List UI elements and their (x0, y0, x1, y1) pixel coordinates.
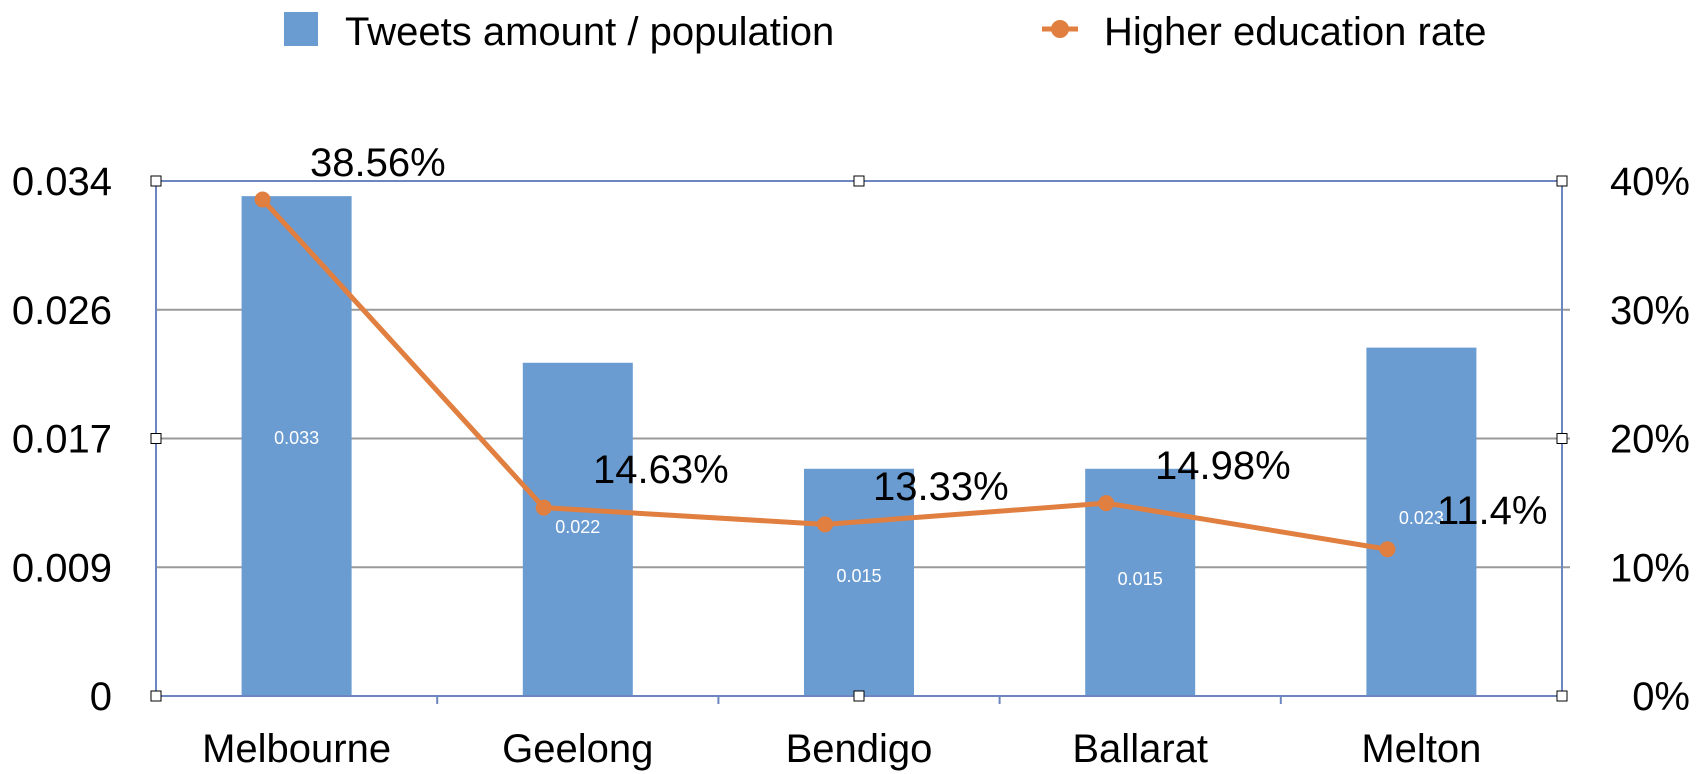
x-category-label: Bendigo (786, 727, 933, 771)
line-series (254, 191, 1396, 558)
legend-label-bar: Tweets amount / population (345, 10, 834, 54)
x-category-label: Melton (1361, 727, 1481, 771)
legend-label-line: Higher education rate (1104, 10, 1486, 54)
line-value-label: 14.98% (1155, 444, 1291, 488)
bar-value-label: 0.022 (555, 517, 600, 537)
y-right-tick-label: 30% (1610, 289, 1690, 333)
y-left-tick-label: 0 (90, 675, 112, 719)
line-value-label: 13.33% (873, 465, 1009, 509)
y-left-tick-label: 0.009 (12, 546, 112, 590)
selection-handle (150, 690, 162, 702)
bar-geelong (522, 362, 633, 696)
y-left-tick-label: 0.017 (12, 418, 112, 462)
y-right-tick-label: 20% (1610, 418, 1690, 462)
bar-value-label: 0.015 (836, 566, 881, 586)
data-labels: 0.033 0.022 0.015 0.015 0.023 38.56% 14.63% 13.… (274, 141, 1547, 589)
plot-frame (150, 175, 1568, 704)
bar-bendigo (804, 468, 914, 696)
bar-series (241, 196, 1477, 696)
legend-swatch-marker (1051, 20, 1069, 38)
selection-handle (1556, 175, 1568, 187)
bar-value-label: 0.015 (1118, 569, 1163, 589)
point-melbourne (254, 191, 271, 208)
bar-melton (1366, 347, 1477, 696)
line-value-label: 11.4% (1437, 489, 1547, 533)
line-value-label: 14.63% (593, 448, 729, 492)
selection-handle (853, 690, 865, 702)
legend-swatch-bar (284, 12, 318, 46)
x-category-label: Melbourne (202, 727, 391, 771)
x-category-label: Geelong (502, 727, 653, 771)
selection-handle (853, 175, 865, 187)
axes: 0 0.009 0.017 0.026 0.034 0% 10% 20% 30% 40% Melbo… (12, 160, 1690, 771)
point-melton (1379, 541, 1396, 558)
bar-value-label: 0.033 (274, 428, 319, 448)
x-category-label: Ballarat (1072, 727, 1208, 771)
y-left-tick-label: 0.026 (12, 289, 112, 333)
y-left-tick-label: 0.034 (12, 160, 112, 204)
selection-handle (150, 433, 162, 444)
y-right-tick-label: 0% (1632, 675, 1690, 719)
selection-handle (1556, 433, 1568, 444)
point-bendigo (817, 516, 833, 533)
y-right-tick-label: 40% (1610, 160, 1690, 204)
point-ballarat (1098, 495, 1115, 512)
bar-value-label: 0.023 (1399, 508, 1444, 528)
line-value-label: 38.56% (310, 141, 446, 185)
y-right-tick-label: 10% (1610, 546, 1690, 590)
selection-handle (150, 175, 162, 187)
selection-handle (1556, 690, 1568, 702)
point-geelong (535, 499, 552, 516)
legend: Tweets amount / population Higher educati… (284, 10, 1486, 54)
